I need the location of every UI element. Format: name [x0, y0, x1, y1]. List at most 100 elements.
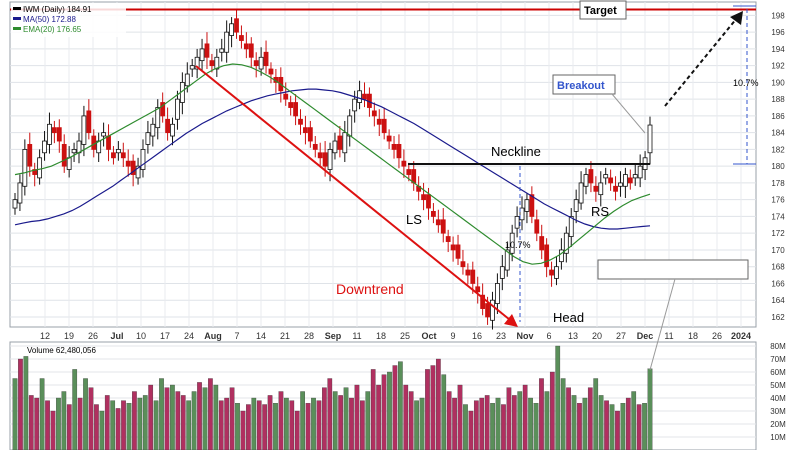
x-tick-label: 11 — [352, 331, 361, 341]
volume-bar — [186, 400, 192, 450]
volume-bar — [45, 400, 50, 450]
candle-body — [140, 149, 146, 170]
x-tick-label: 28 — [304, 331, 314, 341]
volume-bar — [403, 384, 409, 450]
x-tick-label: 9 — [450, 331, 455, 341]
candle-body — [120, 152, 126, 159]
x-tick-label: 7 — [234, 331, 239, 341]
volume-bar — [598, 395, 604, 450]
volume-bar — [256, 400, 262, 450]
candle-body — [184, 73, 190, 87]
candle-body — [539, 236, 545, 251]
candle-body — [61, 143, 67, 167]
volume-bar — [94, 404, 99, 450]
legend-swatch-ma50 — [13, 17, 21, 20]
volume-bar — [473, 400, 479, 450]
volume-bar — [284, 397, 289, 450]
candle-body — [603, 174, 609, 179]
volume-tick-label: 10M — [770, 433, 786, 442]
volume-bar — [332, 391, 338, 450]
candle-body — [627, 177, 633, 184]
volume-bar — [251, 397, 257, 450]
volume-bar — [77, 397, 83, 450]
volume-bar — [148, 384, 154, 450]
volume-bar — [435, 358, 441, 450]
volume-bar — [490, 403, 495, 450]
candle-body — [219, 48, 225, 53]
candle-body — [465, 269, 471, 276]
downtrend-label: Downtrend — [336, 281, 404, 297]
volume-bar — [571, 395, 577, 450]
volume-bar — [425, 369, 430, 450]
candle-body — [563, 232, 569, 254]
volume-bar — [636, 404, 642, 450]
candle-body — [175, 98, 180, 120]
candle-body — [27, 143, 33, 167]
volume-bar — [126, 403, 132, 450]
volume-bar — [609, 404, 615, 450]
volume-bar — [539, 378, 544, 450]
x-tick-label: 23 — [496, 331, 506, 341]
volume-bar — [495, 397, 501, 450]
candle-body — [51, 127, 57, 134]
volume-bar — [88, 387, 94, 450]
legend: IWM (Daily) 184.91 MA(50) 172.88 EMA(20)… — [13, 5, 92, 34]
y-tick-label: 164 — [771, 296, 785, 305]
candle-body — [317, 152, 323, 159]
volume-bar — [479, 397, 485, 450]
candle-body — [42, 140, 47, 154]
candle-body — [111, 152, 116, 159]
volume-bar — [511, 395, 517, 450]
volume-tick-label: 40M — [770, 394, 786, 403]
candle-body — [268, 68, 274, 75]
candle-body — [56, 127, 62, 142]
x-tick-label: 14 — [256, 331, 266, 341]
candle-body — [37, 157, 43, 179]
candle-body — [214, 56, 220, 70]
candle-body — [342, 132, 348, 154]
candle-body — [499, 266, 505, 279]
candle-body — [509, 232, 515, 254]
candle-body — [243, 43, 249, 50]
candle-body — [362, 93, 367, 100]
volume-bar — [159, 378, 164, 450]
candle-body — [204, 43, 210, 58]
volume-bar — [322, 387, 327, 450]
volume-y-labels: 10M 20M 30M 40M 50M 60M 70M 80M — [770, 342, 786, 442]
y-tick-label: 194 — [771, 45, 785, 54]
candle-body — [357, 90, 362, 103]
breakout-label-box — [552, 74, 616, 95]
candle-body — [312, 143, 318, 150]
legend-label-ma50: MA(50) 172.88 — [23, 15, 76, 24]
volume-bar — [457, 384, 463, 450]
volume-bar — [419, 397, 425, 450]
volume-bar — [153, 400, 159, 450]
volume-bar — [566, 387, 571, 450]
volume-bar — [414, 400, 419, 450]
volume-bar — [370, 369, 376, 450]
candle-body — [632, 174, 638, 179]
volume-bar — [273, 403, 278, 450]
x-tick-label: 6 — [546, 331, 551, 341]
candle-body — [534, 219, 540, 234]
y-tick-label: 170 — [771, 246, 785, 255]
volume-callout-box — [597, 259, 749, 280]
volume-bar — [66, 404, 72, 450]
volume-tick-label: 30M — [770, 407, 786, 416]
volume-bar — [115, 408, 121, 450]
candle-body — [588, 169, 594, 184]
candle-body — [490, 299, 495, 321]
volume-bar — [246, 404, 251, 450]
candle-body — [549, 269, 554, 276]
y-tick-label: 184 — [771, 129, 785, 138]
candle-body — [421, 194, 426, 201]
volume-bar — [501, 404, 506, 450]
volume-tick-label: 70M — [770, 355, 786, 364]
y-tick-label: 198 — [771, 11, 785, 20]
candle-body — [431, 211, 436, 217]
candle-body — [622, 174, 628, 187]
candle-body — [455, 244, 461, 259]
candle-body — [199, 48, 205, 62]
y-tick-label: 192 — [771, 62, 785, 71]
candle-body — [568, 216, 574, 237]
